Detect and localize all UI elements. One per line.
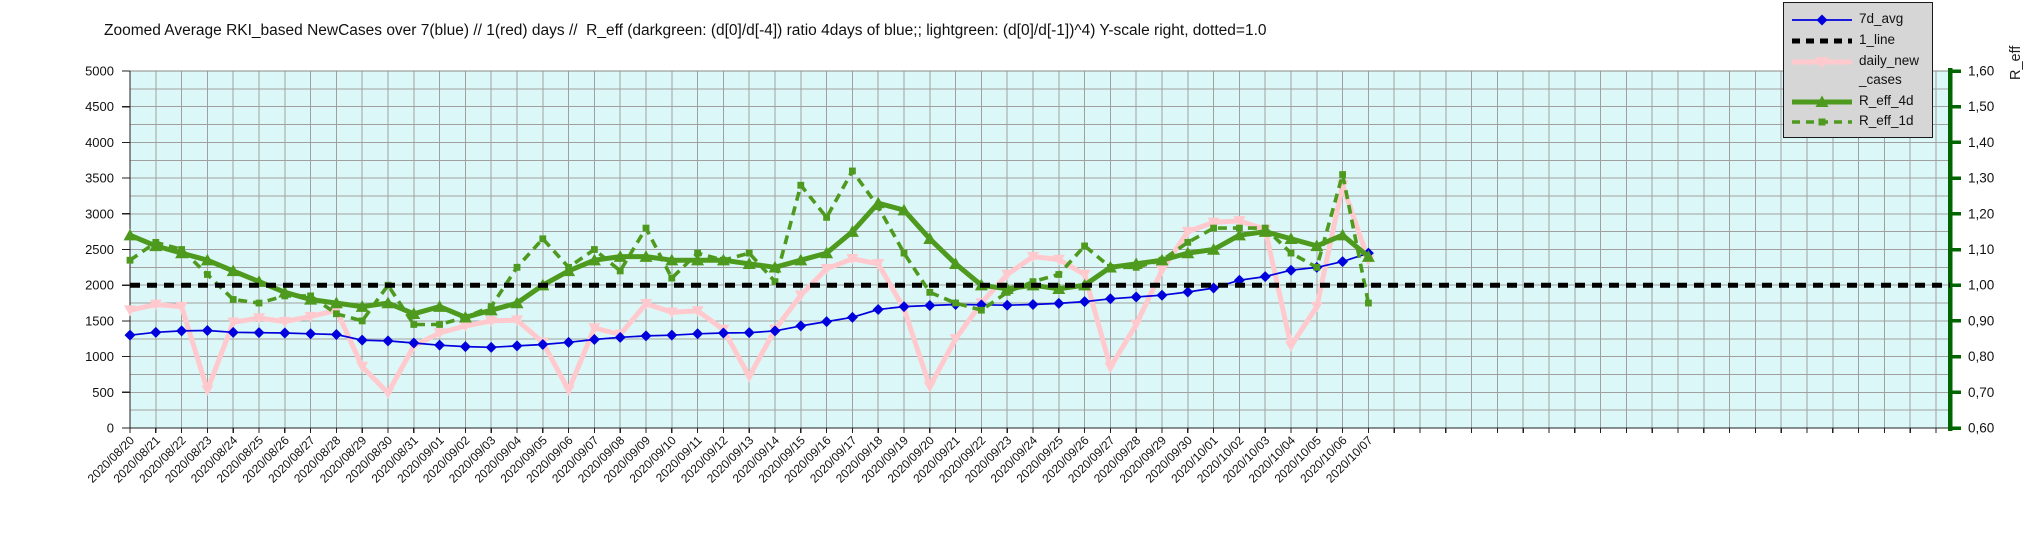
grid-lines <box>129 70 1950 429</box>
legend-label: 1_line <box>1859 31 1896 47</box>
right-axis-tick-label: 0,70 <box>1968 385 1994 400</box>
axes <box>122 68 1961 433</box>
left-axis-tick-label: 500 <box>92 385 114 400</box>
left-axis-tick-label: 3500 <box>85 171 114 186</box>
left-axis-tick-label: 5000 <box>85 64 114 79</box>
right-axis-tick-label: 1,60 <box>1968 64 1994 79</box>
chart-title: Zoomed Average RKI_based NewCases over 7… <box>104 22 1267 39</box>
right-axis-tick-label: 1,10 <box>1968 242 1994 257</box>
right-axis-tick-label: 0,90 <box>1968 313 1994 328</box>
right-axis-tick-label: 1,00 <box>1968 278 1994 293</box>
legend: 7d_avg 1_line daily_new _cases R_eff_4d R_ef… <box>1783 2 1933 139</box>
left-axis-tick-label: 3000 <box>85 206 114 221</box>
left-axis-tick-label: 4500 <box>85 99 114 114</box>
right-axis-tick-label: 0,60 <box>1968 421 1994 436</box>
left-axis-tick-label: 1000 <box>85 349 114 364</box>
legend-item-7d_avg: 7d_avg <box>1791 10 1925 29</box>
legend-item-R_eff_4d: R_eff_4d <box>1791 92 1925 111</box>
legend-sample-none-icon <box>1792 38 1852 44</box>
left-axis-tick-label: 2500 <box>85 242 114 257</box>
legend-item-daily_new_cases: daily_new _cases <box>1791 52 1925 90</box>
right-axis-tick-label: 1,40 <box>1968 135 1994 150</box>
legend-sample-square-icon <box>1792 118 1852 126</box>
right-axis-tick-label: 1,20 <box>1968 206 1994 221</box>
right-axis-tick-label: 1,30 <box>1968 171 1994 186</box>
axis-tick-labels: 0 500 1000 1500 2000 2500 3000 3500 4000 4500 5000… <box>85 64 1995 486</box>
legend-sample-triangle-up-icon <box>1792 95 1852 107</box>
legend-sample-diamond-icon <box>1792 14 1852 26</box>
legend-label: R_eff_1d <box>1859 113 1914 129</box>
left-axis-tick-label: 4000 <box>85 135 114 150</box>
right-axis-tick-label: 0,80 <box>1968 349 1994 364</box>
right-axis-title: R_eff <box>2008 45 2024 80</box>
right-axis-tick-label: 1,50 <box>1968 99 1994 114</box>
legend-sample-triangle-down-icon <box>1792 56 1852 69</box>
legend-label: R_eff_4d <box>1859 92 1914 108</box>
legend-label: daily_new _cases <box>1859 52 1920 87</box>
left-axis-tick-label: 2000 <box>85 278 114 293</box>
legend-label: 7d_avg <box>1859 11 1904 26</box>
left-axis-tick-label: 1500 <box>85 313 114 328</box>
left-axis-tick-label: 0 <box>107 421 114 436</box>
legend-item-R_eff_1d: R_eff_1d <box>1791 112 1925 131</box>
series-R_eff_1d <box>126 167 1372 328</box>
legend-item-1_line: 1_line <box>1791 31 1925 50</box>
